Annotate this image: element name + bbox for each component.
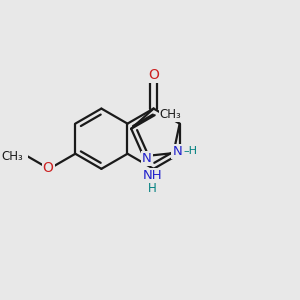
Text: –H: –H [184,146,198,157]
Text: O: O [148,68,159,83]
Text: O: O [43,161,54,175]
Text: N: N [172,145,182,158]
Text: CH₃: CH₃ [160,108,181,121]
Text: H: H [148,182,157,195]
Text: N: N [142,152,152,165]
Text: NH: NH [142,169,162,182]
Text: CH₃: CH₃ [1,150,23,163]
